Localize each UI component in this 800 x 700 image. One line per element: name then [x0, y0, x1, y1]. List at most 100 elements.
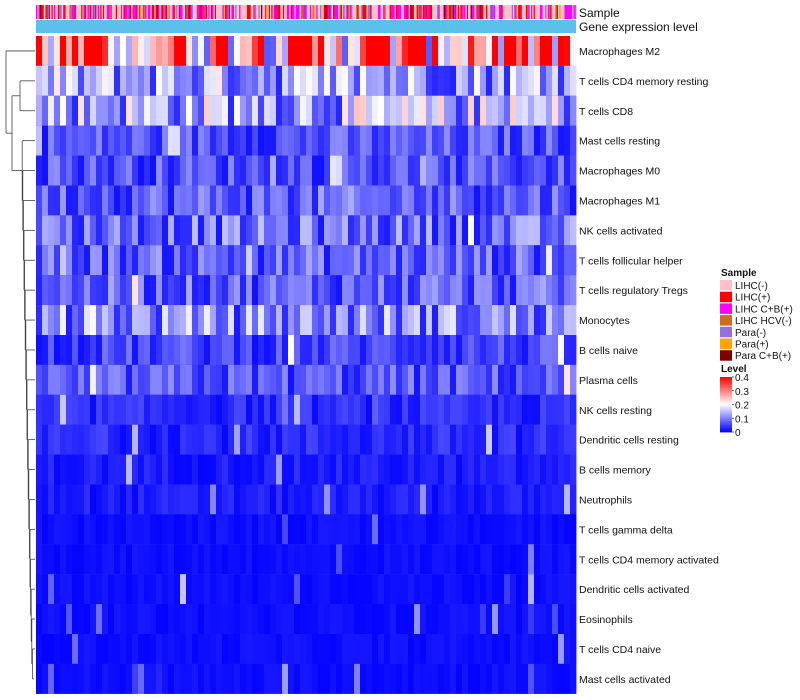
sample-annotation-cell — [282, 5, 285, 19]
heatmap-cell — [312, 634, 319, 664]
heatmap-cell — [66, 484, 73, 515]
heatmap-cell — [474, 185, 481, 216]
heatmap-cell — [540, 275, 547, 306]
heatmap-cell — [174, 663, 181, 694]
heatmap-cell — [222, 215, 229, 246]
sample-annotation-cell — [327, 5, 330, 19]
sample-legend-label: Para C+B(+) — [735, 351, 791, 362]
heatmap-cell — [420, 125, 427, 156]
level-colorbar-step — [720, 405, 732, 408]
sample-annotation-cell — [221, 5, 223, 19]
heatmap-cell — [294, 484, 301, 515]
heatmap-cell — [366, 604, 373, 634]
heatmap-cell — [126, 305, 133, 335]
sample-annotation-cell — [464, 5, 466, 19]
sample-annotation-cell — [505, 5, 507, 19]
heatmap-cell — [534, 574, 541, 605]
sample-annotation-cell — [163, 5, 165, 19]
heatmap-cell — [534, 454, 541, 485]
heatmap-cell — [426, 424, 433, 455]
heatmap-cell — [60, 305, 67, 335]
heatmap-cell — [360, 574, 367, 605]
heatmap-cell — [108, 335, 115, 365]
sample-annotation-cell — [171, 5, 173, 19]
heatmap-cell — [186, 36, 193, 66]
level-colorbar-step — [720, 410, 732, 412]
heatmap-cell — [114, 245, 121, 276]
heatmap-cell — [468, 484, 475, 515]
heatmap-cell — [456, 275, 463, 306]
heatmap-cell — [162, 484, 169, 515]
heatmap-cell — [492, 663, 499, 694]
heatmap-cell — [42, 634, 49, 664]
sample-annotation-cell — [200, 5, 203, 19]
heatmap-cell — [72, 335, 79, 365]
heatmap-cell — [114, 394, 121, 425]
sample-annotation-cell — [102, 5, 105, 19]
heatmap-cell — [396, 125, 403, 156]
heatmap-cell — [558, 484, 565, 515]
heatmap-cell — [528, 155, 535, 186]
sample-annotation-cell — [398, 5, 401, 19]
heatmap-cell — [432, 394, 439, 425]
heatmap-cell — [90, 454, 97, 485]
level-colorbar-step — [720, 392, 732, 394]
heatmap-cell — [438, 185, 445, 216]
sample-legend-swatch — [720, 303, 732, 314]
heatmap-cell — [156, 574, 163, 605]
heatmap-cell — [510, 394, 517, 425]
heatmap-cell — [540, 125, 547, 156]
heatmap-cell — [426, 215, 433, 246]
heatmap-cell — [492, 215, 499, 246]
heatmap-cell — [522, 604, 529, 634]
heatmap-cell — [150, 394, 157, 425]
sample-annotation-cell — [572, 5, 574, 19]
heatmap-cell — [60, 574, 67, 605]
heatmap-cell — [138, 424, 145, 455]
sample-annotation-cell — [479, 5, 482, 19]
heatmap-cell — [306, 663, 313, 694]
heatmap-cell — [372, 394, 379, 425]
heatmap-cell — [492, 634, 499, 664]
heatmap-cell — [546, 275, 553, 306]
heatmap-cell — [96, 335, 103, 365]
heatmap-cell — [120, 125, 127, 156]
sample-annotation-cell — [549, 5, 551, 19]
heatmap-cell — [504, 394, 511, 425]
sample-annotation-cell — [504, 5, 506, 19]
heatmap-cell — [480, 215, 487, 246]
heatmap-cell — [456, 155, 463, 186]
sample-annotation-cell — [317, 5, 320, 19]
heatmap-cell — [186, 305, 193, 335]
heatmap-cell — [138, 335, 145, 365]
heatmap-cell — [294, 364, 301, 395]
sample-annotation-cell — [547, 5, 550, 19]
heatmap-cell — [450, 604, 457, 634]
heatmap-cell — [48, 454, 55, 485]
heatmap-cell — [228, 604, 235, 634]
sample-annotation-cell — [339, 5, 342, 19]
heatmap-cell — [294, 424, 301, 455]
sample-annotation-cell — [468, 5, 470, 19]
heatmap-cell — [348, 125, 355, 156]
heatmap-cell — [540, 394, 547, 425]
heatmap-cell — [66, 514, 73, 545]
heatmap-cell — [246, 604, 253, 634]
heatmap-cell — [78, 514, 85, 545]
heatmap-cell — [336, 663, 343, 694]
sample-annotation-cell — [523, 5, 525, 19]
heatmap-cell — [318, 185, 325, 216]
heatmap-cell — [558, 544, 565, 575]
heatmap-cell — [546, 544, 553, 575]
heatmap-cell — [336, 215, 343, 246]
heatmap-cell — [144, 305, 151, 335]
sample-annotation-cell — [434, 5, 437, 19]
heatmap-cell — [36, 454, 43, 485]
heatmap-cell — [54, 215, 61, 246]
heatmap-cell — [270, 364, 277, 395]
sample-annotation-cell — [132, 5, 135, 19]
heatmap-cell — [558, 514, 565, 545]
heatmap-cell — [102, 36, 109, 66]
heatmap-cell — [372, 36, 379, 66]
heatmap-cell — [384, 663, 391, 694]
